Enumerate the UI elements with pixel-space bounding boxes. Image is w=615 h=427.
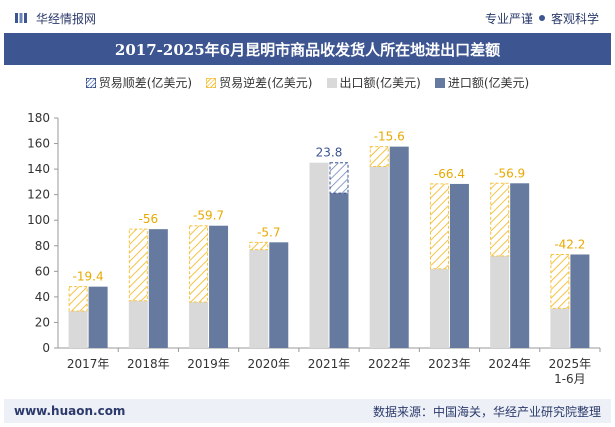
x-tick-label: 2018年 <box>127 357 170 371</box>
bar-export <box>369 166 389 348</box>
y-tick-label: 160 <box>27 137 50 151</box>
bar-import <box>148 229 168 348</box>
bar-import <box>269 242 289 348</box>
legend-swatch-surplus <box>85 77 96 88</box>
bar-import <box>329 193 349 348</box>
y-tick-label: 20 <box>35 315 50 329</box>
brand-name: 华经情报网 <box>36 11 97 26</box>
y-tick-label: 0 <box>42 341 50 355</box>
legend-swatch-export <box>326 77 337 88</box>
data-label: 23.8 <box>316 146 343 160</box>
x-tick-label: 2024年 <box>488 357 531 371</box>
bar-deficit <box>249 241 269 251</box>
data-label: -56.9 <box>494 166 525 180</box>
legend-item-export: 出口额(亿美元) <box>326 74 421 91</box>
legend-item-import: 进口额(亿美元) <box>434 74 530 91</box>
legend-label-deficit: 贸易逆差(亿美元) <box>219 76 313 90</box>
bar-import <box>510 183 530 348</box>
data-label: -5.7 <box>257 225 280 239</box>
bar-deficit <box>490 182 510 257</box>
data-label: -15.6 <box>374 130 405 144</box>
x-tick-label: 2021年 <box>308 357 351 371</box>
chart-title: 2017-2025年6月昆明市商品收发货人所在地进出口差额 <box>4 33 611 65</box>
bar-import <box>88 286 108 348</box>
bar-export <box>68 310 88 348</box>
data-label: -59.7 <box>193 209 224 223</box>
bar-export <box>490 256 510 348</box>
footer: www.huaon.com 数据来源：中国海关，华经产业研究院整理 <box>4 399 611 423</box>
bar-export <box>189 302 209 348</box>
bar-export <box>429 268 449 348</box>
legend-swatch-import <box>434 77 445 88</box>
y-tick-label: 80 <box>35 239 50 253</box>
data-label: -66.4 <box>434 167 465 181</box>
bar-import <box>449 183 469 348</box>
bar-export <box>550 308 570 348</box>
y-tick-label: 40 <box>35 290 50 304</box>
x-tick-label: 2022年 <box>368 357 411 371</box>
bar-deficit <box>189 225 209 303</box>
x-tick-label: 2023年 <box>428 357 471 371</box>
top-bar: 华经情报网 专业严谨 客观科学 <box>0 0 615 36</box>
bar-export <box>249 249 269 348</box>
x-tick-label: 2017年 <box>67 357 110 371</box>
y-tick-label: 60 <box>35 264 50 278</box>
legend-label-import: 进口额(亿美元) <box>447 76 530 90</box>
data-label: -56 <box>139 212 159 226</box>
chart-legend: 贸易顺差(亿美元) 贸易逆差(亿美元) 出口额(亿美元) 进口额(亿美元) <box>0 74 615 91</box>
bar-surplus <box>329 162 349 194</box>
bar-import <box>389 146 409 348</box>
x-tick-label: 2019年 <box>187 357 230 371</box>
tagline-left: 专业严谨 <box>484 11 533 26</box>
legend-item-surplus: 贸易顺差(亿美元) <box>85 74 193 91</box>
data-label: -42.2 <box>554 237 585 251</box>
bar-deficit <box>68 286 88 312</box>
bar-export <box>128 300 148 348</box>
legend-item-deficit: 贸易逆差(亿美元) <box>206 74 313 91</box>
y-tick-label: 100 <box>27 213 50 227</box>
bar-export <box>309 162 329 348</box>
bar-import <box>570 254 590 348</box>
tagline-right: 客观科学 <box>550 11 599 26</box>
bar-import <box>209 225 229 348</box>
brand: 华经情报网 <box>14 10 96 27</box>
data-label: -19.4 <box>73 270 104 284</box>
bar-deficit <box>429 183 449 270</box>
footer-source: 数据来源：中国海关，华经产业研究院整理 <box>372 404 601 419</box>
legend-label-export: 出口额(亿美元) <box>339 76 421 90</box>
x-tick-label: 2025年 <box>549 357 592 371</box>
y-tick-label: 140 <box>27 162 50 176</box>
tagline: 专业严谨 客观科学 <box>485 10 599 27</box>
footer-url: www.huaon.com <box>14 404 126 418</box>
chart-plot-area: 0 20 40 60 80 100 120 140 160 180 -19.4 2017年 -56 201… <box>27 111 601 386</box>
legend-label-surplus: 贸易顺差(亿美元) <box>98 76 193 90</box>
y-tick-label: 120 <box>27 188 50 202</box>
brand-logo-icon <box>15 13 27 23</box>
y-tick-label: 180 <box>27 111 50 125</box>
bar-deficit <box>128 228 148 302</box>
x-tick-label: 2020年 <box>248 357 291 371</box>
tagline-dot-icon <box>538 15 545 21</box>
legend-swatch-deficit <box>206 77 217 88</box>
bar-deficit <box>550 253 570 309</box>
x-tick-label: 1-6月 <box>554 372 586 386</box>
bar-deficit <box>369 146 389 168</box>
